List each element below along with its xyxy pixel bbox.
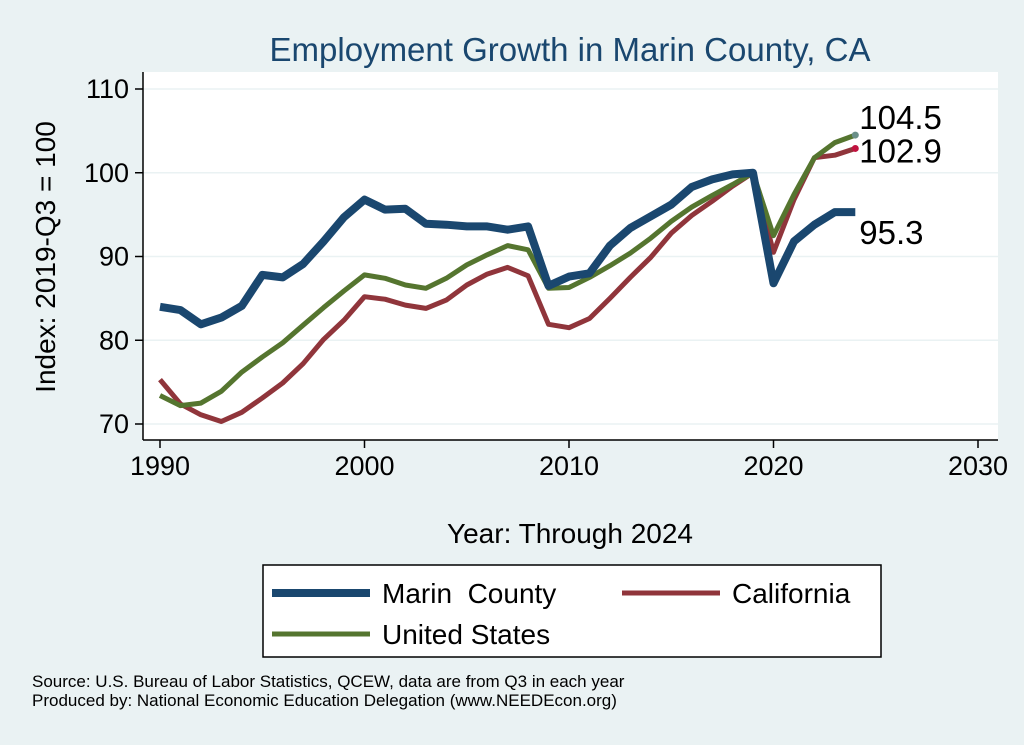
source-notes: Source: U.S. Bureau of Labor Statistics,… (32, 672, 624, 710)
source-note: Source: U.S. Bureau of Labor Statistics,… (32, 672, 625, 691)
x-tick-label: 2020 (743, 451, 803, 481)
end-point-marker (851, 144, 859, 152)
legend-label: Marin County (382, 578, 556, 609)
x-tick-label: 2000 (334, 451, 394, 481)
end-point-marker (851, 131, 859, 139)
legend-label: United States (382, 619, 550, 650)
y-tick-label: 110 (86, 74, 129, 104)
series-line-marin-county (159, 168, 856, 329)
end-value-label: 95.3 (859, 214, 923, 251)
end-value-label: 104.5 (859, 99, 942, 136)
y-tick-label: 70 (99, 409, 129, 439)
x-tick-label: 2030 (948, 451, 1008, 481)
legend-label: California (732, 578, 851, 609)
end-value-label: 102.9 (859, 132, 942, 169)
y-tick-label: 80 (99, 325, 129, 355)
y-tick-label: 100 (84, 158, 129, 188)
y-tick-label: 90 (99, 242, 129, 272)
producer-note: Produced by: National Economic Education… (32, 691, 617, 710)
y-axis-title: Index: 2019-Q3 = 100 (30, 121, 61, 393)
chart-title: Employment Growth in Marin County, CA (270, 31, 871, 68)
x-tick-label: 2010 (539, 451, 599, 481)
series-lines (158, 132, 857, 424)
x-axis-title: Year: Through 2024 (447, 518, 693, 549)
series-line-united-states (158, 132, 857, 409)
legend: Marin County California United States (262, 564, 882, 658)
axes: 70 80 90 100 110 1990 2000 2010 2020 2030 (84, 72, 1008, 481)
x-tick-label: 1990 (130, 451, 190, 481)
